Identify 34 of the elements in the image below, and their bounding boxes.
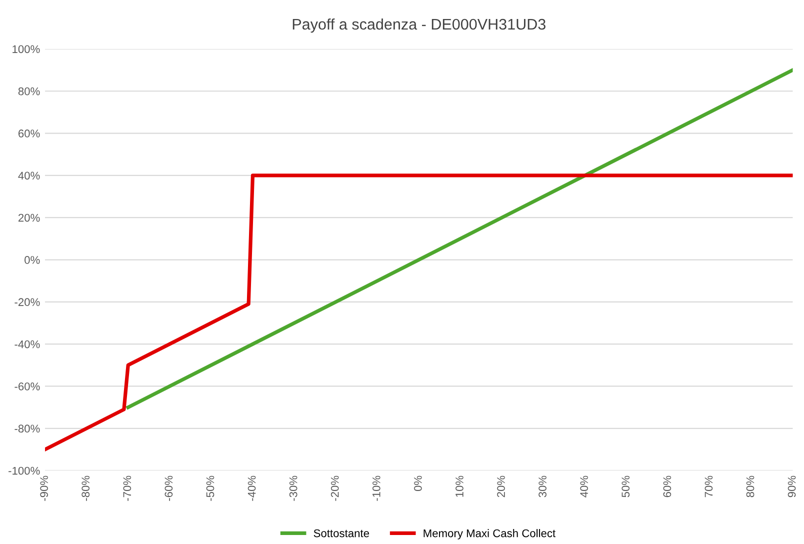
x-tick-label: -90% — [40, 476, 48, 501]
y-tick-label: 100% — [12, 45, 40, 54]
x-tick-label: -60% — [164, 476, 173, 501]
y-tick-label: 60% — [18, 130, 40, 138]
x-tick-label: -70% — [123, 476, 132, 501]
y-tick-label: -40% — [14, 340, 40, 348]
y-tick-label: 20% — [18, 214, 40, 222]
chart-title: Payoff a scadenza - DE000VH31UD3 — [292, 18, 546, 33]
x-tick-label: 50% — [622, 476, 630, 498]
x-tick-label: -50% — [206, 476, 214, 501]
y-tick-label: -80% — [14, 424, 40, 433]
y-tick-label: -60% — [14, 382, 40, 390]
x-tick-label: 90% — [788, 476, 796, 498]
y-tick-label: 40% — [18, 172, 40, 180]
x-tick-label: -20% — [330, 476, 339, 501]
legend-label: Memory Maxi Cash Collect — [424, 529, 556, 540]
x-tick-label: 30% — [538, 476, 546, 498]
x-tick-label: -10% — [372, 476, 380, 501]
y-tick-label: -20% — [14, 298, 40, 306]
x-tick-label: -40% — [248, 476, 256, 501]
x-tick-label: 60% — [663, 476, 672, 498]
x-tick-label: -80% — [82, 476, 90, 501]
legend-label: Sottostante — [314, 529, 370, 538]
x-tick-label: 10% — [456, 476, 464, 497]
line-series — [45, 174, 793, 452]
x-tick-label: 20% — [497, 476, 505, 498]
x-tick-label: -30% — [289, 476, 298, 501]
x-tick-label: 70% — [704, 476, 713, 498]
x-tick-label: 0% — [414, 476, 422, 492]
x-tick-label: 80% — [746, 476, 754, 498]
y-tick-label: 80% — [18, 87, 40, 96]
x-tick-label: 40% — [580, 476, 588, 498]
y-tick-label: 0% — [24, 256, 40, 264]
y-tick-label: -100% — [8, 466, 40, 475]
